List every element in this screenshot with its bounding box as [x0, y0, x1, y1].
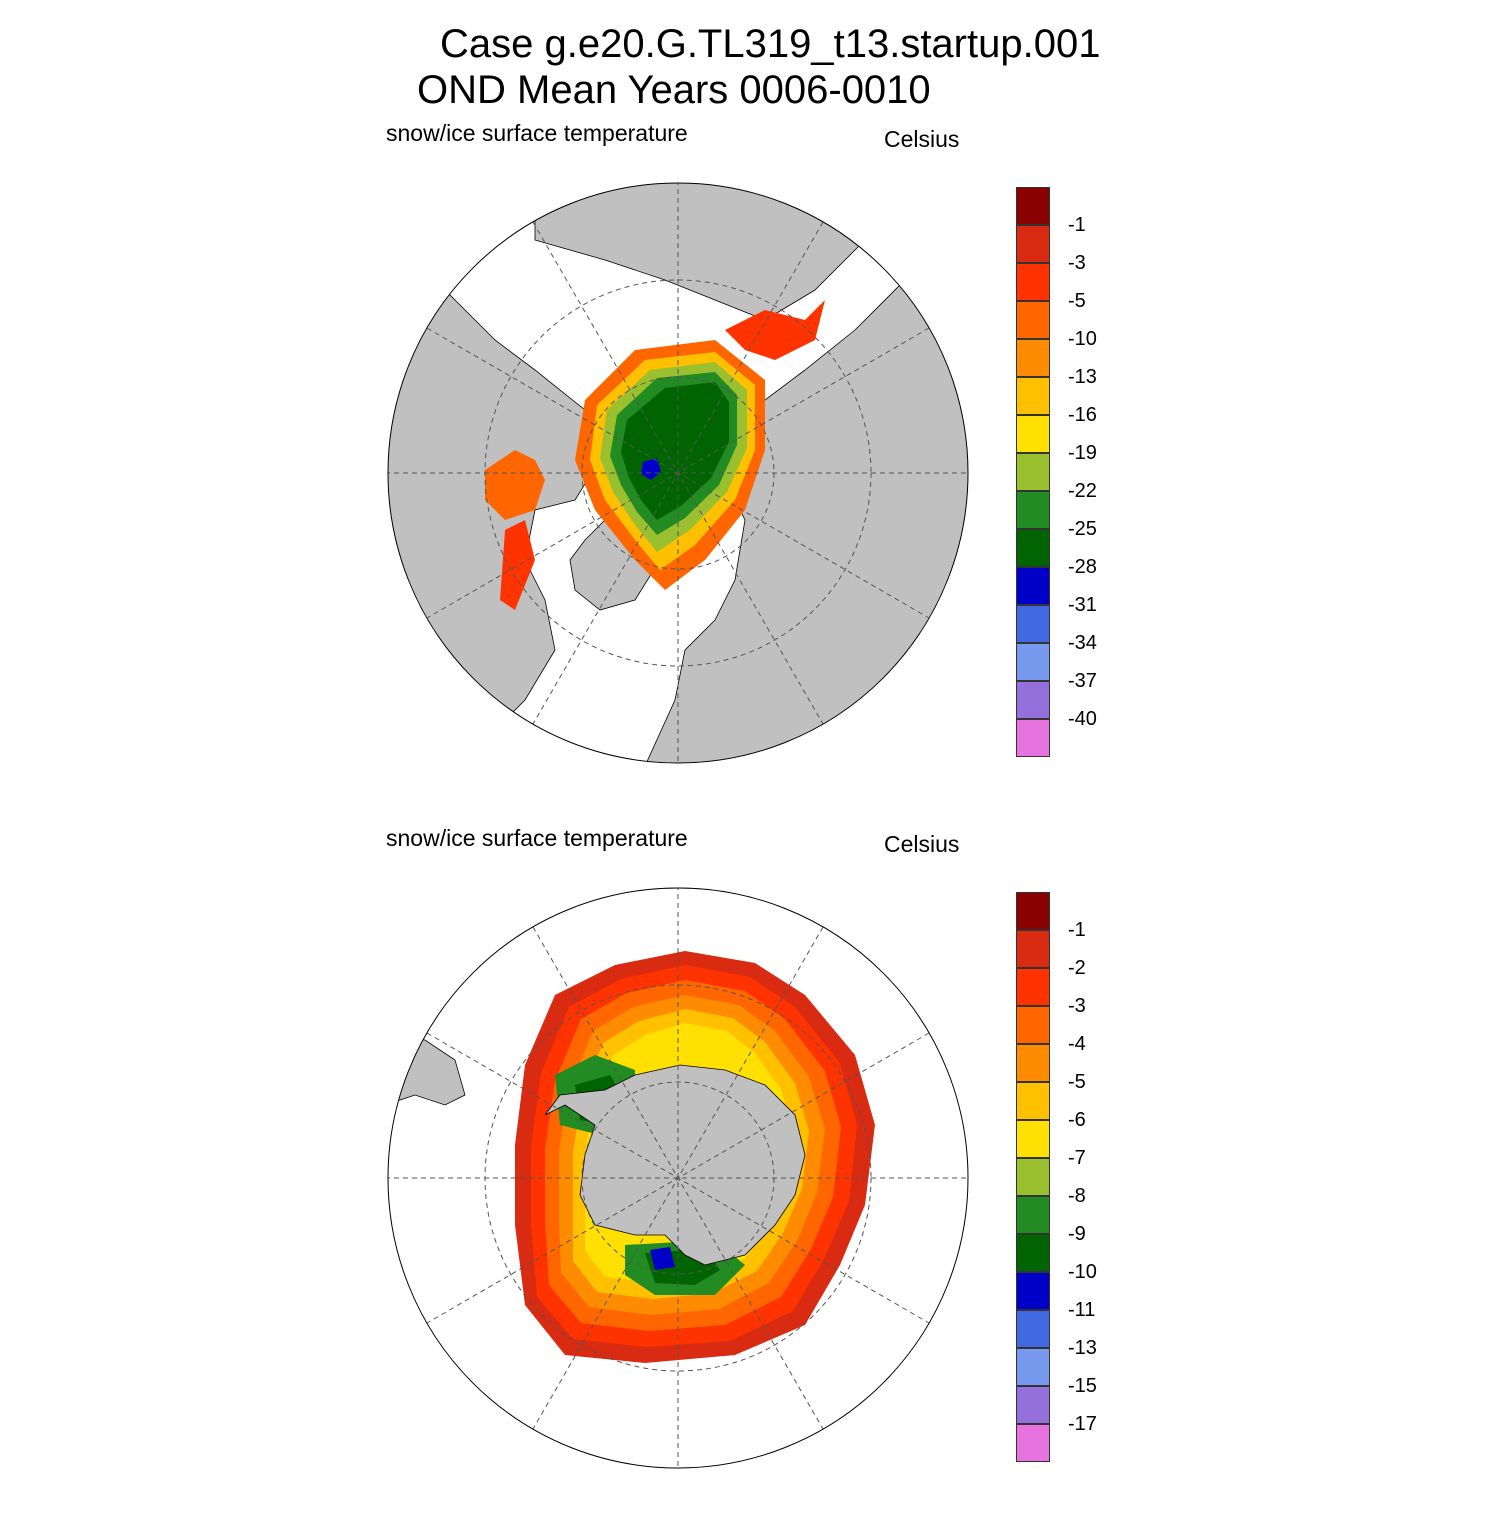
colorbar-swatch [1016, 681, 1050, 719]
colorbar-swatch [1016, 415, 1050, 453]
colorbar-swatch [1016, 892, 1050, 930]
colorbar-label: -40 [1068, 708, 1097, 730]
colorbar-swatch [1016, 263, 1050, 301]
panel-northern-hemisphere: snow/ice surface temperature Celsius [0, 110, 1500, 810]
colorbar-swatch [1016, 187, 1050, 225]
colorbar-label: -19 [1068, 442, 1097, 464]
colorbar-label: -1 [1068, 919, 1086, 941]
colorbar-swatch [1016, 1006, 1050, 1044]
ice-baffin [500, 520, 535, 610]
colorbar-label: -13 [1068, 366, 1097, 388]
colorbar-swatch [1016, 1120, 1050, 1158]
graticule [388, 888, 968, 1468]
colorbar-swatch [1016, 225, 1050, 263]
colorbar-swatch [1016, 567, 1050, 605]
colorbar-label: -37 [1068, 670, 1097, 692]
ice-cold-core [621, 382, 729, 520]
colorbar-label: -9 [1068, 1223, 1086, 1245]
colorbar-label: -5 [1068, 290, 1086, 312]
colorbar-swatch [1016, 453, 1050, 491]
map-border [387, 887, 969, 1469]
colorbar-label: -2 [1068, 957, 1086, 979]
colorbar-swatch [1016, 1424, 1050, 1462]
colorbar-label: -31 [1068, 594, 1097, 616]
colorbar-swatch [1016, 1310, 1050, 1348]
land-eurasia [644, 239, 968, 763]
colorbar-swatch [1016, 719, 1050, 757]
colorbar-label: -7 [1068, 1147, 1086, 1169]
panel-southern-hemisphere: snow/ice surface temperature Celsius [0, 815, 1500, 1515]
colorbar-swatch [1016, 1348, 1050, 1386]
units-label: Celsius [884, 126, 960, 152]
colorbar-label: -8 [1068, 1185, 1086, 1207]
colorbar-label: -34 [1068, 632, 1097, 654]
colorbar-swatch [1016, 1234, 1050, 1272]
colorbar-label: -15 [1068, 1375, 1097, 1397]
colorbar-label: -5 [1068, 1071, 1086, 1093]
variable-label: snow/ice surface temperature [386, 120, 688, 146]
map-border [387, 182, 969, 764]
figure-title-case: Case g.e20.G.TL319_t13.startup.001 [440, 22, 1101, 66]
colorbar-swatch [1016, 339, 1050, 377]
colorbar-label: -13 [1068, 1337, 1097, 1359]
north-polar-map [387, 182, 969, 764]
colorbar-swatch [1016, 1272, 1050, 1310]
colorbar-swatch [1016, 605, 1050, 643]
colorbar-swatch [1016, 1386, 1050, 1424]
colorbar-label: -10 [1068, 1261, 1097, 1283]
colorbar-label: -3 [1068, 252, 1086, 274]
colorbar-swatch [1016, 529, 1050, 567]
colorbar-label: -10 [1068, 328, 1097, 350]
colorbar-label: -22 [1068, 480, 1097, 502]
ice-coldest-spot [641, 458, 661, 480]
colorbar-swatch [1016, 643, 1050, 681]
colorbar-label: -11 [1068, 1299, 1096, 1321]
units-label: Celsius [884, 831, 960, 857]
colorbar-label: -4 [1068, 1033, 1086, 1055]
colorbar-label: -25 [1068, 518, 1097, 540]
colorbar-swatch [1016, 377, 1050, 415]
colorbar-label: -3 [1068, 995, 1086, 1017]
colorbar-label: -6 [1068, 1109, 1086, 1131]
ice-okhotsk [725, 300, 825, 360]
colorbar-swatch [1016, 930, 1050, 968]
colorbar-label: -17 [1068, 1413, 1097, 1435]
colorbar-swatch [1016, 1196, 1050, 1234]
colorbar-label: -1 [1068, 214, 1086, 236]
colorbar-swatch [1016, 1158, 1050, 1196]
ice-hudson-bay [485, 450, 545, 520]
variable-label: snow/ice surface temperature [386, 825, 688, 851]
south-polar-map [387, 887, 969, 1469]
colorbar-swatch [1016, 491, 1050, 529]
colorbar-swatch [1016, 968, 1050, 1006]
colorbar-swatch [1016, 1044, 1050, 1082]
figure-title-period: OND Mean Years 0006-0010 [417, 68, 931, 112]
colorbar-label: -28 [1068, 556, 1097, 578]
ice-ross-blue [650, 1247, 675, 1270]
colorbar-swatch [1016, 1082, 1050, 1120]
graticule [388, 183, 968, 763]
colorbar-label: -16 [1068, 404, 1097, 426]
colorbar-swatch [1016, 301, 1050, 339]
